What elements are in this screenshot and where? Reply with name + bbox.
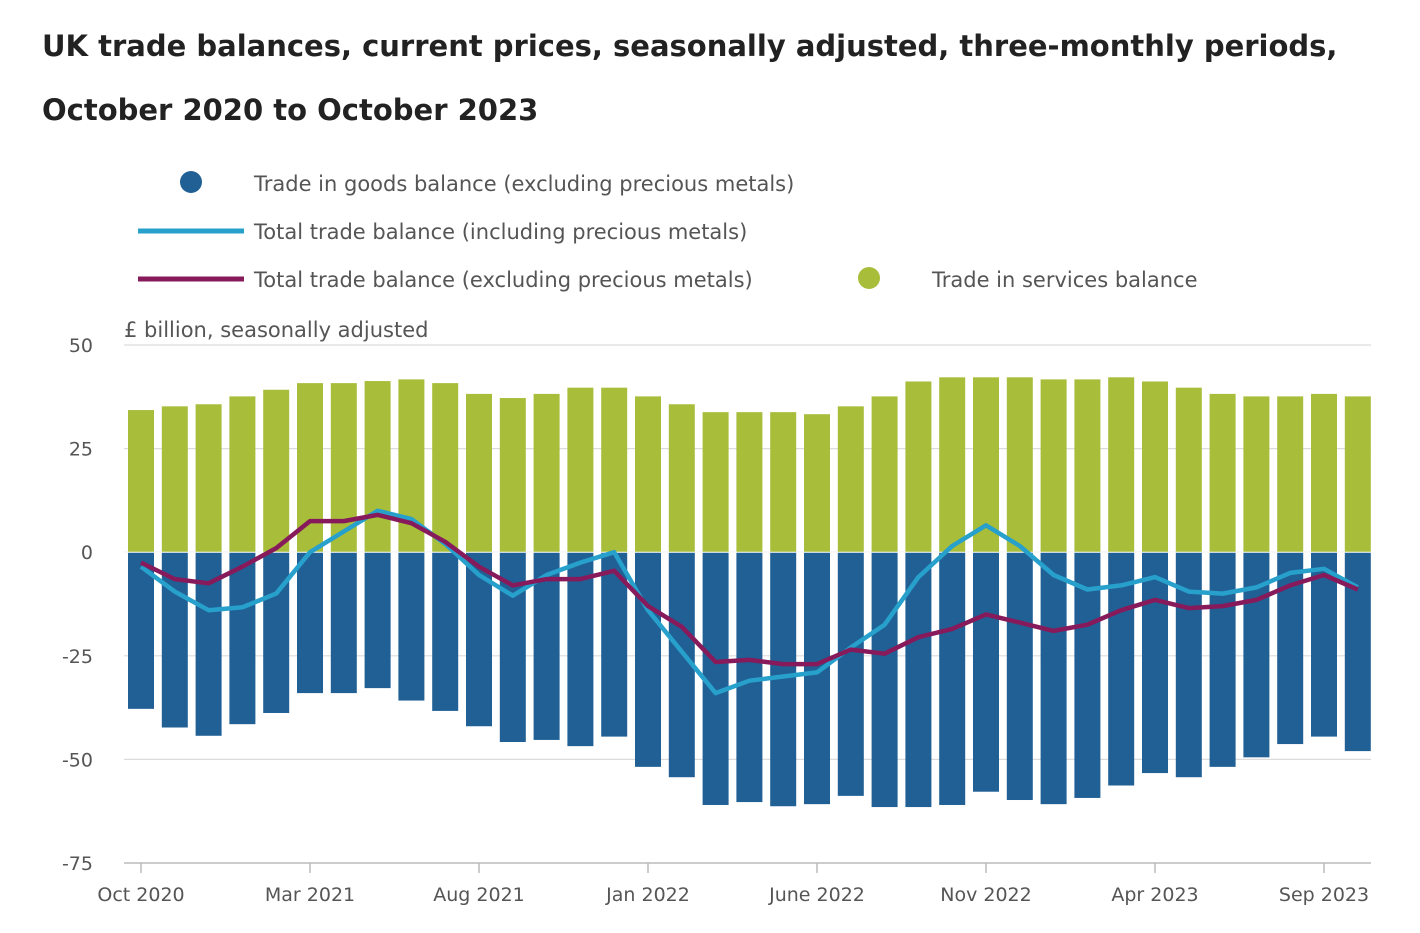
goods-bar [330,552,357,694]
goods-bar [837,552,864,796]
x-tick-label: June 2022 [768,884,865,906]
y-axis-unit-label: £ billion, seasonally adjusted [124,318,428,342]
services-bar [1175,387,1202,553]
goods-bar [702,552,729,805]
goods-bar [939,552,966,805]
services-bar [601,387,628,553]
services-bar [1074,379,1101,553]
legend-marker-services [858,267,880,289]
services-bar [161,406,188,553]
goods-bar [736,552,763,803]
x-axis-ticks: Oct 2020 Mar 2021 Aug 2021 Jan 2022 June 202… [97,863,1369,906]
y-axis-ticks: 50 25 0 -25 -50 -75 [62,335,93,875]
goods-bar [635,552,661,767]
services-bar [1108,377,1135,553]
goods-bar [1209,552,1236,767]
services-bar [1311,393,1337,553]
chart-title: UK trade balances, current prices, seaso… [42,29,1338,127]
goods-bar [128,552,154,709]
legend-marker-goods [180,171,202,193]
x-tick-label: Sep 2023 [1279,884,1369,906]
services-bar [1006,377,1033,553]
services-bar [229,396,256,553]
services-bar [837,406,864,553]
services-bar [871,396,898,553]
legend-label-total-incl: Total trade balance (including precious … [253,220,747,244]
services-bar [128,410,154,553]
services-bar [1209,393,1236,553]
legend-label-total-excl: Total trade balance (excluding precious … [253,268,753,292]
services-bar [432,383,459,553]
goods-bar [432,552,459,711]
services-bar [499,398,526,553]
x-tick-label: Jan 2022 [605,884,690,906]
goods-bar [567,552,594,747]
goods-bar [364,552,391,689]
x-tick-label: Apr 2023 [1111,884,1198,906]
services-bars [128,377,1371,553]
goods-bar [398,552,425,701]
goods-bar [1311,552,1337,737]
goods-bar [1006,552,1033,801]
x-tick-label: Mar 2021 [265,884,355,906]
y-tick-label: 25 [69,439,93,461]
services-bar [297,383,323,553]
goods-bar [229,552,256,725]
services-bar [702,412,729,553]
goods-bar [804,552,830,805]
goods-bar [533,552,560,740]
services-bar [1040,379,1067,553]
services-bar [635,396,661,553]
x-tick-label: Nov 2022 [940,884,1031,906]
x-tick-label: Aug 2021 [433,884,525,906]
services-bar [1243,396,1270,553]
services-bar [1277,396,1304,553]
y-tick-label: -75 [62,853,93,875]
goods-bar [1108,552,1135,786]
legend: Trade in goods balance (excluding precio… [138,171,1198,292]
goods-bar [905,552,932,808]
goods-bar [297,552,323,694]
goods-bar [1074,552,1101,798]
goods-bar [1142,552,1168,774]
y-tick-label: 0 [81,542,93,564]
services-bar [1142,381,1168,553]
services-bar [1344,396,1371,553]
services-bar [736,412,763,553]
y-tick-label: -50 [62,749,93,771]
services-bar [939,377,966,553]
legend-label-goods: Trade in goods balance (excluding precio… [253,172,794,196]
x-tick-label: Oct 2020 [97,884,184,906]
services-bar [567,387,594,553]
goods-bar [1040,552,1067,805]
services-bar [668,404,695,553]
y-tick-label: -25 [62,646,93,668]
services-bar [533,393,560,553]
services-bar [466,393,492,553]
services-bar [905,381,932,553]
services-bar [364,381,391,553]
services-bar [770,412,797,553]
legend-label-services: Trade in services balance [931,268,1198,292]
services-bar [804,414,830,553]
services-bar [263,389,290,553]
total-excl-line [140,512,1359,667]
goods-bar [263,552,290,713]
services-bar [195,404,222,553]
goods-bar [871,552,898,808]
goods-bar [973,552,999,792]
goods-bars [128,552,1371,808]
y-tick-label: 50 [69,335,93,357]
total-incl-line [139,508,1359,696]
